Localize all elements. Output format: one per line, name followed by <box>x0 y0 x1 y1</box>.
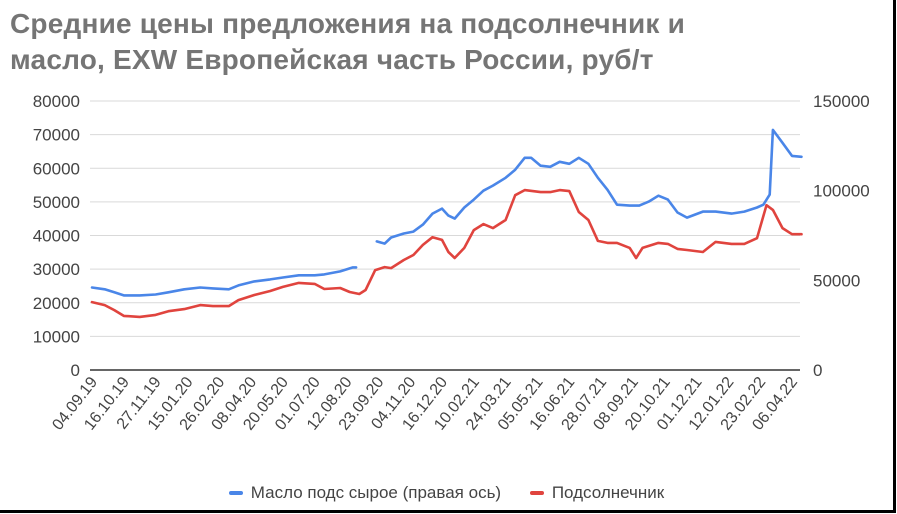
left-y-tick-label: 30000 <box>33 260 80 279</box>
left-y-tick-label: 10000 <box>33 327 80 346</box>
left-y-tick-label: 40000 <box>33 227 80 246</box>
left-y-tick-label: 80000 <box>33 92 80 111</box>
series-lines <box>90 128 803 319</box>
chart-title-line-1: Средние цены предложения на подсолнечник… <box>10 8 685 39</box>
left-y-tick-label: 50000 <box>33 193 80 212</box>
right-y-tick-label: 100000 <box>813 182 870 201</box>
right-y-axis-labels: 0 50000 100000 150000 <box>813 92 870 380</box>
right-y-tick-label: 0 <box>813 361 822 380</box>
x-axis-labels: 04.09.1916.10.1927.11.1915.01.2026.02.20… <box>49 374 801 434</box>
chart-title: Средние цены предложения на подсолнечник… <box>10 6 685 78</box>
left-y-tick-label: 20000 <box>33 294 80 313</box>
legend-swatch-blue-icon <box>228 491 243 495</box>
legend-swatch-red-icon <box>529 491 544 495</box>
legend-item-sunflower[interactable]: Подсолнечник <box>529 483 665 503</box>
right-y-tick-label: 50000 <box>813 271 860 290</box>
legend: Масло подс сырое (правая ось) Подсолнечн… <box>0 480 893 503</box>
oil-price-line <box>90 128 803 297</box>
legend-item-oil[interactable]: Масло подс сырое (правая ось) <box>228 483 502 503</box>
legend-label-oil: Масло подс сырое (правая ось) <box>250 483 502 502</box>
right-y-tick-label: 150000 <box>813 92 870 111</box>
legend-label-sunflower: Подсолнечник <box>551 483 665 502</box>
left-y-axis-labels: 0 10000 20000 30000 40000 50000 60000 70000 8000… <box>33 92 80 380</box>
sunflower-price-line <box>90 188 803 319</box>
chart-title-line-2: масло, EXW Европейская часть России, руб… <box>10 44 654 75</box>
gridlines <box>90 100 800 337</box>
left-y-tick-label: 60000 <box>33 159 80 178</box>
left-y-tick-label: 0 <box>71 361 80 380</box>
left-y-tick-label: 70000 <box>33 126 80 145</box>
